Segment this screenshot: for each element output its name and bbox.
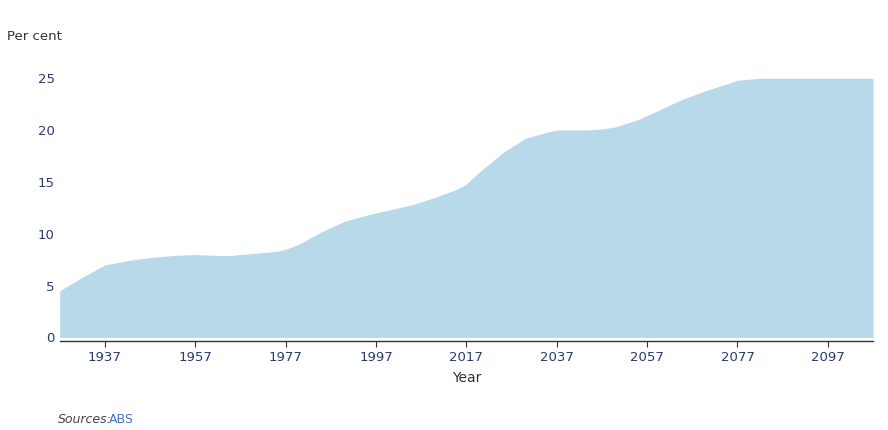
X-axis label: Year: Year — [452, 371, 481, 385]
Text: Per cent: Per cent — [7, 30, 62, 43]
Text: Sources:: Sources: — [58, 413, 112, 426]
Text: ABS: ABS — [109, 413, 134, 426]
